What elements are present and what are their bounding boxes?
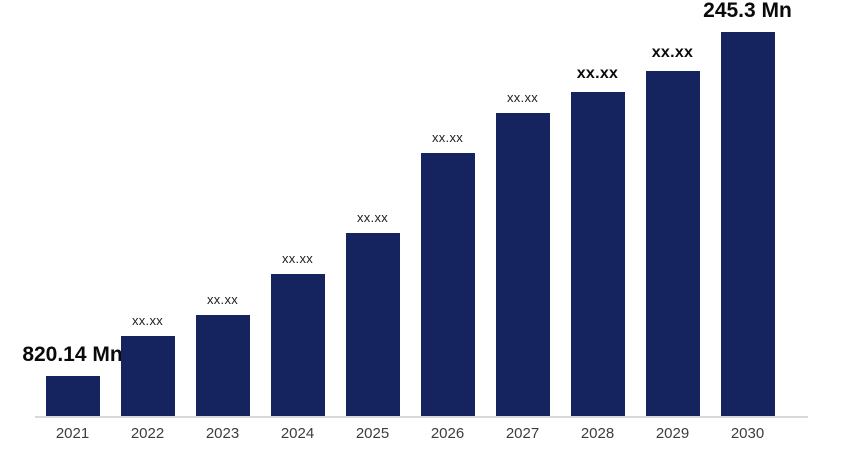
x-axis: 2021 2022 2023 2024 2025 2026 2027 2028 2029 2030 — [35, 424, 785, 444]
bar-column: xx.xx — [260, 0, 335, 417]
bar-column: xx.xx — [110, 0, 185, 417]
bar-column: 820.14 Mn — [22, 0, 123, 417]
bar-2026 — [420, 153, 475, 417]
bar-2025 — [345, 233, 400, 417]
bar-column: xx.xx — [560, 0, 635, 417]
bar-2027 — [495, 113, 550, 417]
bar-value-label: xx.xx — [281, 251, 314, 266]
bar-value-label: xx.xx — [651, 44, 694, 61]
bar-2028 — [570, 92, 625, 417]
bar-value-label: 820.14 Mn — [22, 343, 123, 366]
x-axis-tick-label: 2030 — [730, 425, 765, 442]
x-axis-tick-label: 2021 — [55, 425, 90, 442]
bar-column: xx.xx — [635, 0, 710, 417]
x-axis-tick-label: 2023 — [205, 425, 240, 442]
bar-value-label: xx.xx — [356, 210, 389, 225]
bar-value-label: xx.xx — [506, 90, 539, 105]
bar-column: 245.3 Mn — [703, 0, 792, 417]
bar-value-label: xx.xx — [576, 65, 619, 82]
bar-column: xx.xx — [185, 0, 260, 417]
bar-2024 — [270, 274, 325, 417]
bar-2029 — [645, 71, 700, 417]
x-axis-tick-label: 2028 — [580, 425, 615, 442]
bar-2021 — [45, 376, 100, 417]
x-axis-tick-label: 2027 — [505, 425, 540, 442]
bar-2022 — [120, 336, 175, 417]
x-axis-tick-label: 2022 — [130, 425, 165, 442]
x-axis-tick-label: 2026 — [430, 425, 465, 442]
bar-2023 — [195, 315, 250, 417]
x-axis-tick-label: 2025 — [355, 425, 390, 442]
bar-value-label: xx.xx — [206, 292, 239, 307]
bar-2030 — [720, 32, 775, 417]
bar-value-label: xx.xx — [131, 313, 164, 328]
bar-column: xx.xx — [410, 0, 485, 417]
x-axis-line — [35, 416, 808, 418]
bar-column: xx.xx — [485, 0, 560, 417]
x-axis-tick-label: 2029 — [655, 425, 690, 442]
bar-value-label: 245.3 Mn — [703, 0, 792, 22]
bar-value-label: xx.xx — [431, 130, 464, 145]
plot-area: 820.14 Mn xx.xx xx.xx xx.xx xx.xx xx.xx … — [22, 0, 792, 417]
x-axis-tick-label: 2024 — [280, 425, 315, 442]
bar-column: xx.xx — [335, 0, 410, 417]
